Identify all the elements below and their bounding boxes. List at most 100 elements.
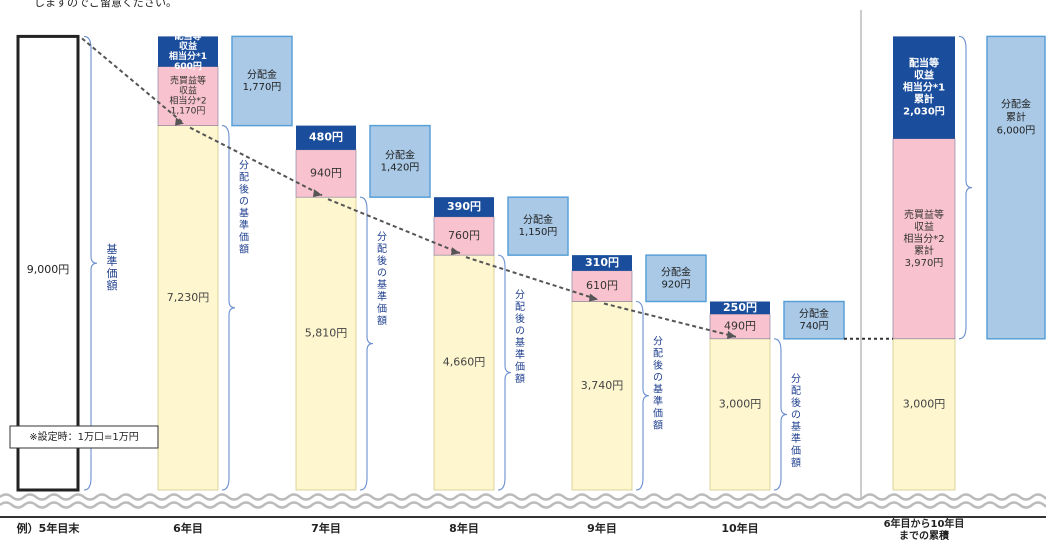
after-nav-label: の [377,268,387,279]
after-nav-label: 分 [515,289,525,301]
nav-bar [709,338,771,491]
after-nav-label: 基 [653,383,663,396]
cumulative-dividend-label: 相当分*1 [903,81,945,94]
after-nav-label: の [653,373,663,384]
nav-bar [571,301,633,491]
trend-arrow-segment [465,256,599,301]
dividend-label: 収益 [179,40,197,52]
after-nav-label: 配 [791,385,801,397]
after-nav-label: 額 [653,419,663,432]
dividend-label: 600円 [174,61,202,72]
initial-bar [16,34,80,492]
cumulative-distribution-label: 6,000円 [997,126,1036,137]
after-nav-label: 価 [377,302,387,315]
after-nav-label: 基 [377,278,387,291]
after-nav-label: 準 [791,432,801,445]
trend-arrow-segment [189,126,323,197]
x-tick-label: 9年目 [587,521,617,535]
after-nav-label: 基 [791,420,801,433]
distribution-label: 分配金 [385,148,415,161]
cumulative-distribution-label: 累計 [1006,111,1026,124]
after-nav-label: 準 [515,348,525,361]
distribution-label: 1,420円 [381,162,420,173]
nav-bar [295,196,357,491]
trend-arrow-head [727,330,736,339]
initial-brace-label: 額 [107,279,118,292]
initial-brace-label: 価 [107,267,118,280]
dividend-segment [158,36,218,67]
trend-arrow-segment [327,198,461,255]
capital-gain-segment [571,270,633,302]
gain-label: 610円 [586,279,618,292]
after-nav-brace [773,338,788,491]
axis-break-wave [0,501,1046,509]
cumulative-distribution-box [986,35,1046,340]
cumulative-gain-label: 売買益等 [904,208,944,221]
x-tick-label: 10年目 [721,521,758,535]
cumulative-distribution-label: 分配金 [1001,98,1031,111]
cumulative-dividend-label: 2,030円 [903,106,945,118]
gain-label: 売買益等 [170,75,206,87]
initial-value-label: 9,000円 [27,263,70,276]
dividend-label: 390円 [447,200,481,213]
after-nav-label: 配 [515,301,525,313]
nav-value-label: 3,000円 [719,397,762,410]
distribution-label: 920円 [661,279,690,290]
after-nav-label: 配 [653,348,663,360]
initial-brace-label: 基 [107,243,118,256]
cumulative-gain-label: 累計 [914,244,934,257]
after-nav-label: 価 [515,360,525,373]
gain-label: 490円 [724,319,756,332]
cumulative-x-label: 6年目から10年目 [884,517,965,530]
distribution-label: 740円 [799,321,828,332]
cumulative-dividend-label: 配当等 [909,57,939,70]
after-nav-label: 後 [239,183,249,196]
distribution-box [231,35,293,127]
capital-gain-segment [709,313,771,340]
cumulative-dividend-label: 累計 [914,93,934,106]
dividend-segment [710,301,770,315]
distribution-box [645,254,707,303]
after-nav-label: 配 [239,172,249,184]
gain-label: 940円 [310,166,342,179]
distribution-label: 1,150円 [519,227,558,238]
after-nav-label: 価 [791,444,801,457]
gain-label: 760円 [448,229,480,242]
dividend-segment [434,197,494,217]
cumulative-dividend-segment [893,36,955,139]
after-nav-label: 準 [377,290,387,303]
after-nav-brace [359,196,374,491]
after-nav-label: 基 [239,207,249,220]
trend-arrow-segment [603,302,737,338]
setup-note-box [9,425,159,449]
dividend-segment [296,125,356,150]
dividend-label: 480円 [309,131,343,144]
cumulative-nav-bar [892,338,956,491]
after-nav-label: 分 [653,336,663,348]
distribution-label: 分配金 [799,307,829,320]
after-nav-label: 価 [653,407,663,420]
initial-brace [83,35,98,491]
after-nav-label: 基 [515,336,525,349]
distribution-label: 1,770円 [243,82,282,93]
cumulative-gain-label: 収益 [914,220,934,233]
dividend-label: 配当等 [174,30,201,42]
cumulative-x-label: までの累積 [899,529,950,542]
cumulative-nav-label: 3,000円 [903,397,946,410]
cumulative-brace [958,35,973,340]
after-nav-label: 後 [791,396,801,409]
after-nav-label: 配 [377,243,387,255]
after-nav-label: 額 [515,372,525,385]
nav-value-label: 7,230円 [167,291,210,304]
distribution-box [507,196,569,256]
x-tick-label: 例）5年目末 [17,521,81,535]
dividend-label: 相当分*1 [169,50,207,62]
distribution-label: 分配金 [523,213,553,226]
distribution-box [369,124,431,198]
after-nav-label: の [515,326,525,337]
nav-value-label: 3,740円 [581,379,624,392]
setup-note-text: ※設定時：1万口=1万円 [29,430,138,443]
after-nav-label: 分 [377,231,387,243]
x-tick-label: 8年目 [449,521,479,535]
